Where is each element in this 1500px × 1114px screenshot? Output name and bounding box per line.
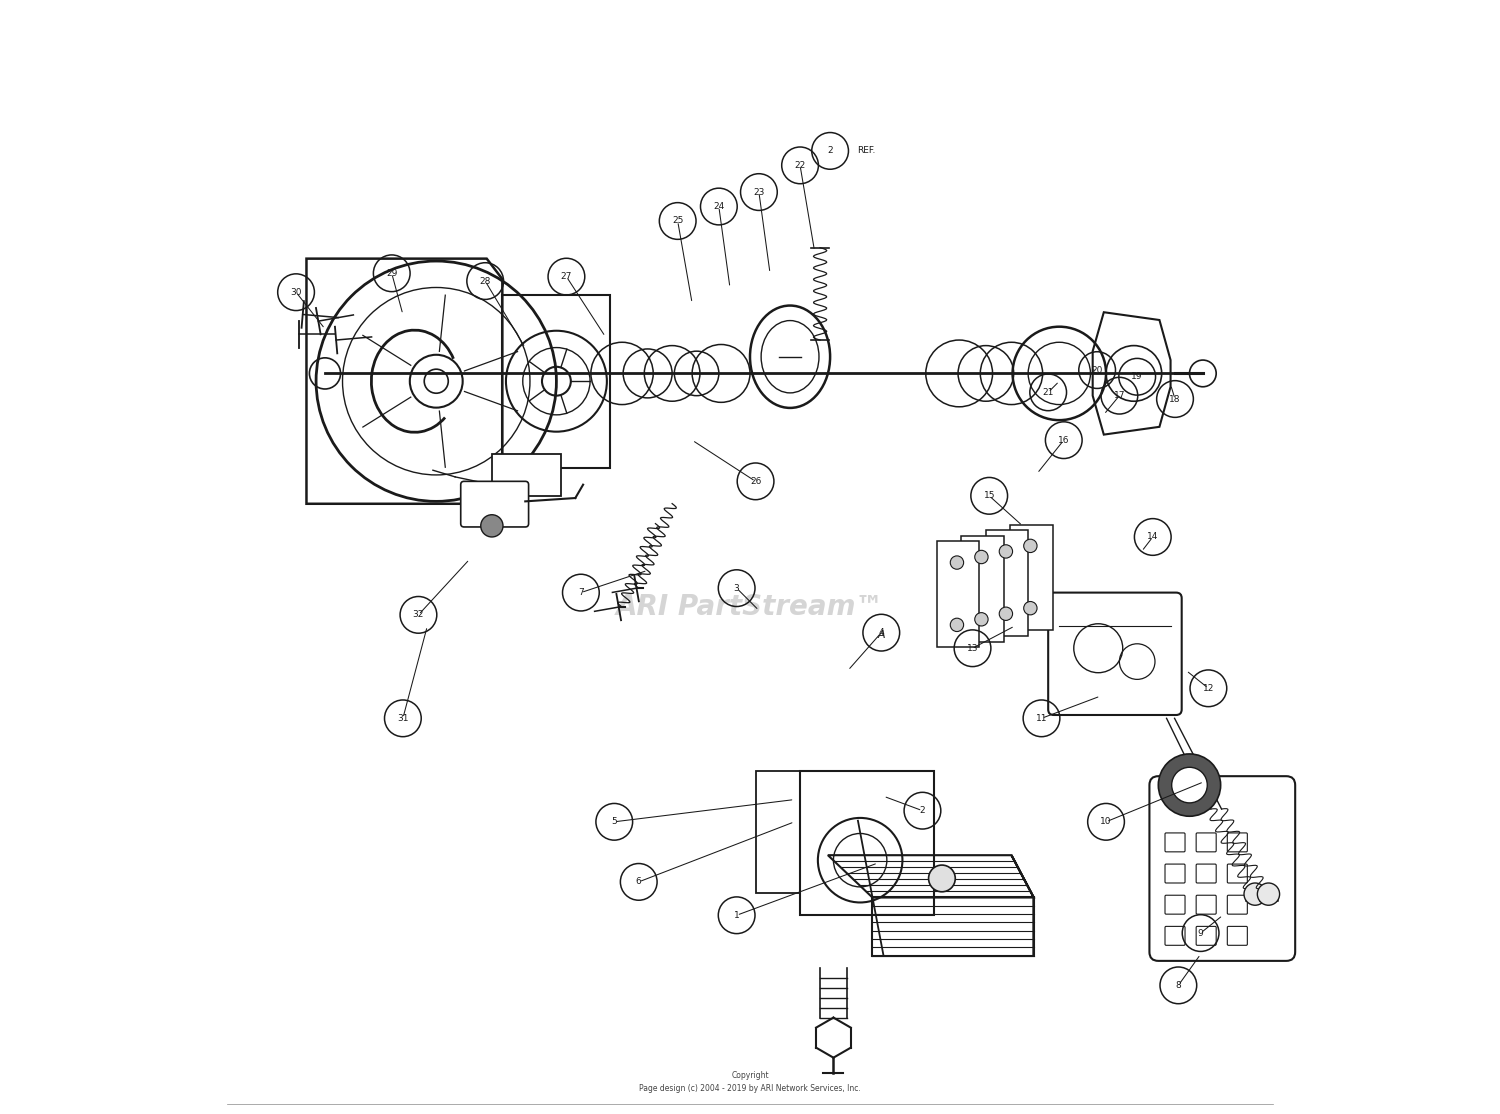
Text: 16: 16 <box>1058 436 1070 444</box>
Text: 28: 28 <box>480 276 490 285</box>
Circle shape <box>999 545 1012 558</box>
Text: 15: 15 <box>984 491 994 500</box>
Text: 8: 8 <box>1176 980 1180 990</box>
Text: 21: 21 <box>1042 388 1054 397</box>
FancyBboxPatch shape <box>1227 896 1248 915</box>
Text: 7: 7 <box>578 588 584 597</box>
FancyBboxPatch shape <box>1011 525 1053 631</box>
Circle shape <box>480 515 502 537</box>
Text: 17: 17 <box>1113 391 1125 400</box>
Text: A: A <box>878 629 885 639</box>
Text: 31: 31 <box>398 714 408 723</box>
FancyBboxPatch shape <box>986 530 1028 636</box>
FancyBboxPatch shape <box>1227 833 1248 852</box>
Text: 22: 22 <box>795 160 806 169</box>
Circle shape <box>999 607 1012 620</box>
Text: 2: 2 <box>920 807 926 815</box>
Text: 19: 19 <box>1131 372 1143 381</box>
FancyBboxPatch shape <box>1166 896 1185 915</box>
Circle shape <box>1244 883 1266 906</box>
Text: 6: 6 <box>636 878 642 887</box>
Text: 2: 2 <box>828 146 833 155</box>
Text: 1: 1 <box>734 911 740 920</box>
FancyBboxPatch shape <box>1149 776 1294 961</box>
FancyBboxPatch shape <box>1166 833 1185 852</box>
Text: 3: 3 <box>734 584 740 593</box>
Text: 5: 5 <box>612 818 616 827</box>
Circle shape <box>928 866 956 892</box>
Text: 32: 32 <box>413 610 424 619</box>
Text: 10: 10 <box>1101 818 1112 827</box>
Circle shape <box>975 550 988 564</box>
Text: 30: 30 <box>291 287 302 296</box>
Circle shape <box>1023 539 1036 553</box>
FancyBboxPatch shape <box>1196 896 1216 915</box>
Text: 13: 13 <box>968 644 978 653</box>
Text: 25: 25 <box>672 216 684 225</box>
FancyBboxPatch shape <box>1166 864 1185 883</box>
FancyBboxPatch shape <box>938 541 980 647</box>
Circle shape <box>1172 768 1208 803</box>
Text: 11: 11 <box>1036 714 1047 723</box>
FancyBboxPatch shape <box>460 481 528 527</box>
Text: 12: 12 <box>1203 684 1214 693</box>
Text: ARI PartStream™: ARI PartStream™ <box>616 593 884 622</box>
Text: 4: 4 <box>879 628 884 637</box>
Circle shape <box>1257 883 1280 906</box>
Text: 9: 9 <box>1197 929 1203 938</box>
FancyBboxPatch shape <box>1166 927 1185 946</box>
FancyBboxPatch shape <box>492 453 561 496</box>
Text: REF.: REF. <box>858 146 876 155</box>
Text: 24: 24 <box>712 202 724 211</box>
FancyBboxPatch shape <box>1196 927 1216 946</box>
FancyBboxPatch shape <box>1227 864 1248 883</box>
FancyBboxPatch shape <box>1196 833 1216 852</box>
Text: 23: 23 <box>753 187 765 196</box>
Text: 27: 27 <box>561 272 572 281</box>
FancyBboxPatch shape <box>962 536 1004 642</box>
Text: 14: 14 <box>1148 532 1158 541</box>
Text: 20: 20 <box>1092 365 1102 374</box>
Circle shape <box>1158 754 1221 817</box>
Circle shape <box>951 556 963 569</box>
Text: 18: 18 <box>1170 394 1180 403</box>
Circle shape <box>975 613 988 626</box>
Text: 26: 26 <box>750 477 762 486</box>
Text: 29: 29 <box>386 268 398 277</box>
FancyBboxPatch shape <box>1196 864 1216 883</box>
Circle shape <box>951 618 963 632</box>
FancyBboxPatch shape <box>1048 593 1182 715</box>
FancyBboxPatch shape <box>1227 927 1248 946</box>
Circle shape <box>1023 602 1036 615</box>
Text: Copyright
Page design (c) 2004 - 2019 by ARI Network Services, Inc.: Copyright Page design (c) 2004 - 2019 by… <box>639 1072 861 1093</box>
